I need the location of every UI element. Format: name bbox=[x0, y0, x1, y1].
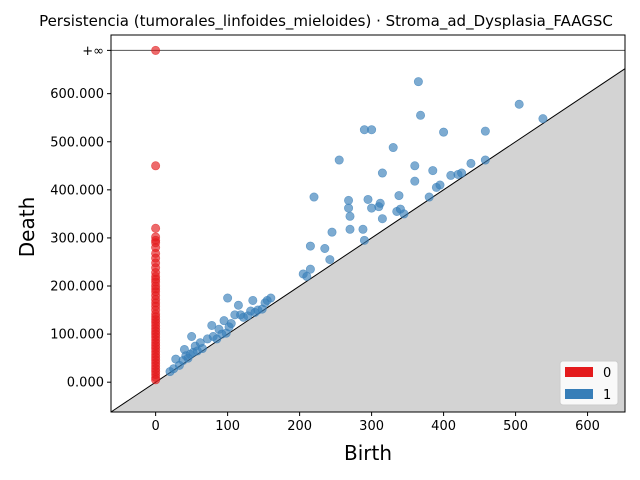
point-h1 bbox=[345, 211, 355, 221]
point-h1 bbox=[266, 293, 276, 303]
point-h1 bbox=[375, 198, 385, 208]
point-h0 bbox=[151, 223, 161, 233]
point-h0 bbox=[151, 161, 161, 171]
point-h1 bbox=[359, 235, 369, 245]
point-h1 bbox=[466, 158, 476, 168]
point-h1 bbox=[302, 271, 312, 281]
point-h1 bbox=[187, 332, 197, 342]
point-h1 bbox=[320, 244, 330, 254]
y-axis-label: Death bbox=[15, 197, 39, 257]
point-h1 bbox=[334, 155, 344, 165]
point-h1 bbox=[226, 319, 236, 329]
legend-swatch bbox=[565, 367, 593, 377]
point-h1 bbox=[410, 176, 420, 186]
x-tick-label: 0 bbox=[151, 419, 159, 434]
point-h1 bbox=[435, 180, 445, 190]
point-h1 bbox=[358, 224, 368, 234]
point-h1 bbox=[388, 143, 398, 153]
plot-area: 0 100 200 300 400 500 600 0.000 100.000 200.000 30… bbox=[50, 34, 626, 434]
point-h1 bbox=[424, 192, 434, 202]
point-h1 bbox=[377, 168, 387, 178]
point-h1 bbox=[394, 191, 404, 201]
point-h1 bbox=[345, 224, 355, 234]
legend-label: 1 bbox=[603, 388, 611, 403]
point-h1 bbox=[363, 194, 373, 204]
x-tick-label: 100 bbox=[215, 419, 240, 434]
point-h1 bbox=[514, 99, 524, 109]
point-h1 bbox=[410, 161, 420, 171]
point-h1 bbox=[480, 126, 490, 136]
x-tick-label: 400 bbox=[431, 419, 456, 434]
point-h0 bbox=[151, 375, 161, 385]
y-tick-label: 600.000 bbox=[50, 87, 104, 102]
point-h1 bbox=[428, 166, 438, 176]
plot-frame bbox=[110, 34, 626, 413]
point-h1 bbox=[344, 203, 354, 213]
point-h1 bbox=[207, 320, 217, 330]
x-tick-label: 300 bbox=[359, 419, 384, 434]
point-h1 bbox=[413, 77, 423, 87]
point-h1 bbox=[305, 264, 315, 274]
point-h1 bbox=[233, 300, 243, 310]
point-h1 bbox=[327, 227, 337, 237]
point-h1 bbox=[344, 195, 354, 205]
point-h1 bbox=[325, 255, 335, 265]
point-h1 bbox=[399, 209, 409, 219]
legend-label: 0 bbox=[603, 366, 611, 381]
infinity-tick-label: +∞ bbox=[82, 44, 104, 59]
y-tick-label: 200.000 bbox=[50, 280, 104, 295]
y-tick-label: 0.000 bbox=[67, 376, 104, 391]
legend-swatch bbox=[565, 389, 593, 399]
point-h1 bbox=[367, 125, 377, 135]
y-tick-label: 400.000 bbox=[50, 183, 104, 198]
point-h1 bbox=[416, 110, 426, 120]
x-tick-label: 500 bbox=[503, 419, 528, 434]
point-h1 bbox=[223, 293, 233, 303]
x-tick-label: 200 bbox=[287, 419, 312, 434]
chart-title: Persistencia (tumorales_linfoides_mieloi… bbox=[39, 12, 613, 31]
point-h1 bbox=[439, 127, 449, 137]
point-h1 bbox=[248, 295, 258, 305]
point-h1 bbox=[377, 214, 387, 224]
y-tick-label: 500.000 bbox=[50, 135, 104, 150]
x-axis-label: Birth bbox=[344, 441, 392, 465]
point-h1 bbox=[480, 155, 490, 165]
point-h1 bbox=[457, 168, 467, 178]
point-h1 bbox=[309, 192, 319, 202]
y-tick-label: 100.000 bbox=[50, 328, 104, 343]
point-h0 bbox=[151, 45, 161, 55]
point-h1 bbox=[305, 241, 315, 251]
x-tick-label: 600 bbox=[575, 419, 600, 434]
point-h1 bbox=[538, 114, 548, 124]
point-h1 bbox=[197, 344, 207, 354]
y-tick-label: 300.000 bbox=[50, 231, 104, 246]
